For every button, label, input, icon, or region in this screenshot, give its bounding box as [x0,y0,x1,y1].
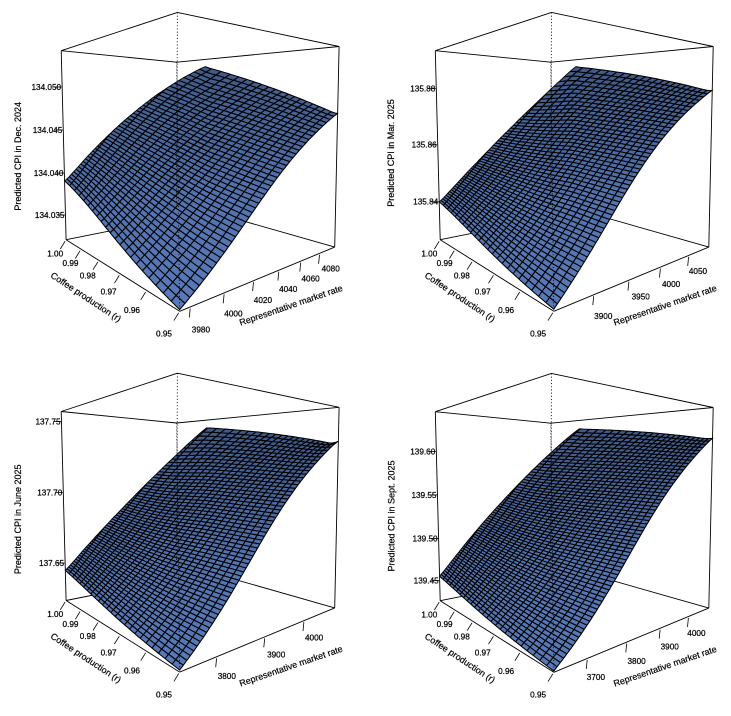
svg-text:Predicted CPI in Sept. 2025: Predicted CPI in Sept. 2025 [387,460,397,571]
svg-text:137.65: 137.65 [39,559,64,568]
svg-text:0.96: 0.96 [124,667,140,676]
svg-text:0.97: 0.97 [101,288,117,297]
svg-text:139.45: 139.45 [414,577,439,586]
svg-text:0.99: 0.99 [63,259,79,268]
svg-text:1.00: 1.00 [47,610,63,619]
svg-text:4000: 4000 [224,309,243,318]
svg-text:139.55: 139.55 [411,491,436,500]
svg-text:4020: 4020 [254,296,273,305]
svg-text:0.96: 0.96 [498,667,514,676]
svg-text:139.60: 139.60 [410,448,435,457]
svg-text:0.99: 0.99 [437,259,453,268]
svg-text:3800: 3800 [627,657,646,666]
svg-text:0.98: 0.98 [80,271,96,280]
svg-text:3900: 3900 [267,650,286,659]
svg-text:1.00: 1.00 [47,249,63,258]
svg-text:134.045: 134.045 [33,126,63,135]
svg-text:135.86: 135.86 [412,141,437,150]
svg-text:0.95: 0.95 [530,691,546,700]
svg-text:135.84: 135.84 [413,198,438,207]
svg-text:0.96: 0.96 [124,306,140,315]
svg-text:1.00: 1.00 [421,610,437,619]
svg-text:4060: 4060 [301,275,320,284]
svg-text:Predicted CPI in June 2025: Predicted CPI in June 2025 [13,465,23,575]
svg-text:4040: 4040 [279,285,298,294]
svg-text:0.95: 0.95 [156,330,172,339]
svg-text:0.98: 0.98 [454,271,470,280]
svg-text:134.050: 134.050 [31,83,61,92]
svg-text:3800: 3800 [218,672,237,681]
svg-text:0.95: 0.95 [530,330,546,339]
svg-text:4000: 4000 [687,629,706,638]
svg-text:3900: 3900 [594,312,613,321]
svg-text:3980: 3980 [192,326,211,335]
svg-text:0.95: 0.95 [156,690,172,699]
svg-text:0.96: 0.96 [498,306,514,315]
svg-text:135.88: 135.88 [410,84,435,93]
svg-text:0.97: 0.97 [475,649,491,658]
svg-text:Predicted CPI in Mar. 2025: Predicted CPI in Mar. 2025 [386,99,396,207]
svg-text:0.98: 0.98 [80,632,96,641]
svg-text:4000: 4000 [662,280,681,289]
svg-text:0.97: 0.97 [475,288,491,297]
svg-text:4050: 4050 [689,267,708,276]
svg-text:0.97: 0.97 [101,648,117,657]
svg-text:139.50: 139.50 [413,534,438,543]
svg-text:0.98: 0.98 [454,632,470,641]
svg-text:1.00: 1.00 [421,249,437,258]
svg-text:4000: 4000 [305,633,324,642]
svg-text:3700: 3700 [587,673,606,682]
svg-text:3950: 3950 [632,293,651,302]
svg-text:4080: 4080 [322,264,341,273]
svg-text:0.99: 0.99 [63,620,79,629]
svg-text:137.75: 137.75 [35,417,60,426]
svg-text:3900: 3900 [661,643,680,652]
svg-text:134.035: 134.035 [35,211,65,220]
svg-text:0.99: 0.99 [437,620,453,629]
svg-text:Predicted CPI in Dec. 2024: Predicted CPI in Dec. 2024 [13,102,23,211]
svg-text:134.040: 134.040 [34,169,64,178]
svg-text:137.70: 137.70 [37,488,62,497]
